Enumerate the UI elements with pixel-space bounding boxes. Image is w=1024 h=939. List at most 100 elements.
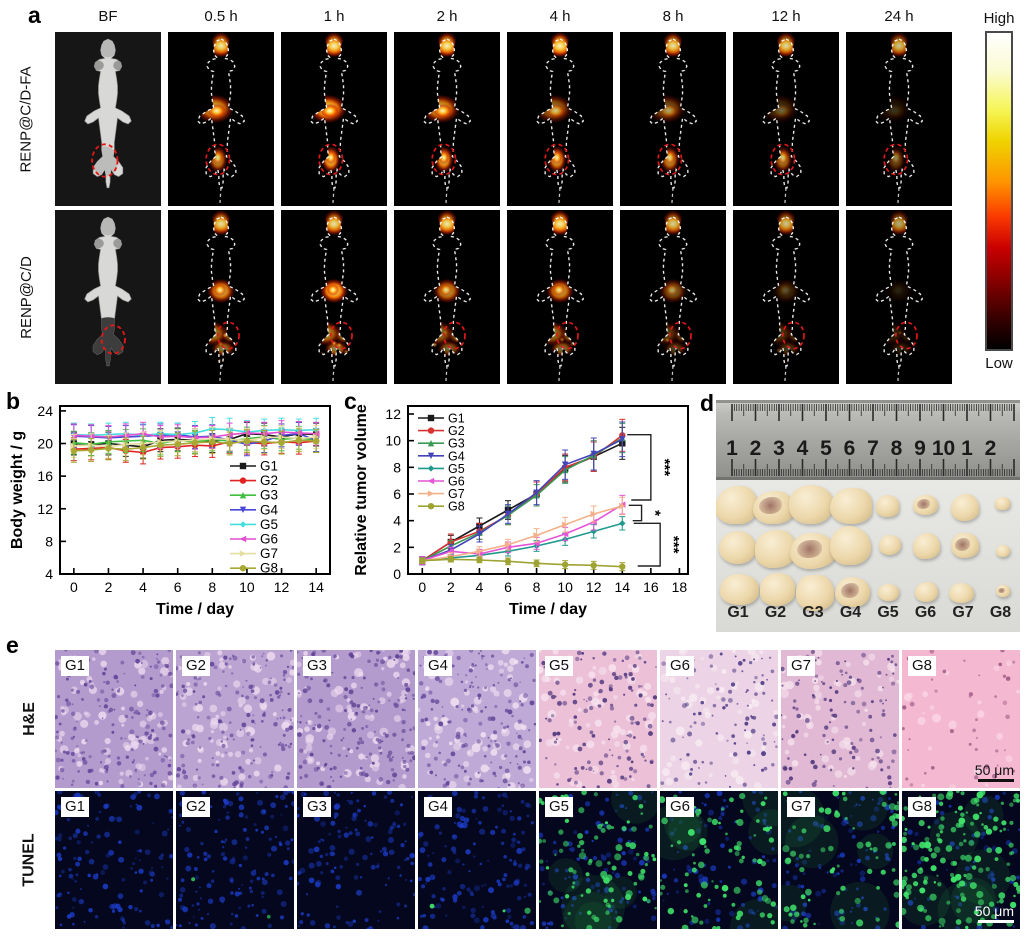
svg-text:0: 0 — [70, 579, 78, 595]
svg-text:8: 8 — [45, 533, 53, 549]
svg-text:G4: G4 — [260, 502, 279, 517]
excised-tumor — [914, 582, 939, 603]
excised-tumor — [830, 487, 872, 525]
excised-tumor — [950, 532, 979, 559]
svg-text:6: 6 — [393, 486, 401, 502]
colorbar-gradient — [985, 31, 1013, 351]
he-stain-image: G6 — [660, 650, 778, 788]
svg-text:10: 10 — [239, 579, 255, 595]
fluorescence-mouse-image — [507, 210, 613, 384]
svg-text:G1: G1 — [448, 412, 465, 426]
svg-text:*: * — [647, 510, 664, 516]
tunel-stain-image: G5 — [539, 791, 657, 929]
svg-text:24: 24 — [37, 403, 53, 419]
he-stain-image: G2 — [176, 650, 294, 788]
fluorescence-mouse-image — [620, 32, 726, 206]
svg-text:G3: G3 — [260, 488, 278, 503]
svg-text:0: 0 — [393, 566, 401, 582]
svg-text:6: 6 — [174, 579, 182, 595]
tumor-group-label: G7 — [952, 604, 974, 621]
svg-text:4: 4 — [45, 566, 53, 582]
colorbar-low-label: Low — [985, 355, 1013, 372]
svg-text:5: 5 — [820, 437, 832, 460]
svg-text:16: 16 — [643, 579, 659, 595]
svg-text:7: 7 — [867, 437, 879, 460]
svg-text:6: 6 — [504, 579, 512, 595]
svg-text:2: 2 — [447, 579, 455, 595]
histology-group-label: G4 — [424, 797, 453, 817]
excised-tumor — [912, 532, 940, 560]
histology-group-label: G1 — [61, 797, 90, 817]
svg-text:3: 3 — [773, 437, 785, 460]
ruler: 1 2 3 4 5 6 7 8 9 10 1 2 — [716, 400, 1020, 480]
svg-text:G4: G4 — [448, 449, 465, 463]
histology-group-label: G3 — [303, 797, 332, 817]
svg-text:8: 8 — [393, 459, 401, 475]
he-stain-image: G3 — [297, 650, 415, 788]
svg-text:2: 2 — [105, 579, 113, 595]
timepoint-header: 1 h — [323, 8, 345, 25]
fluorescence-mouse-image — [846, 32, 952, 206]
svg-text:4: 4 — [139, 579, 147, 595]
scale-bar: 50 μm — [975, 762, 1014, 784]
scale-bar: 50 μm — [975, 903, 1014, 925]
svg-text:10: 10 — [557, 579, 573, 595]
timepoint-header: 24 h — [884, 8, 914, 25]
svg-text:9: 9 — [914, 437, 926, 460]
svg-text:4: 4 — [476, 579, 484, 595]
fluorescence-mouse-image — [733, 32, 839, 206]
group-row-label: RENP@C/D — [17, 255, 35, 339]
svg-text:G2: G2 — [260, 473, 278, 488]
fluorescence-mouse-image — [168, 210, 274, 384]
histology-group-label: G6 — [666, 797, 695, 817]
histology-group-label: G3 — [303, 656, 332, 676]
excised-tumor — [949, 582, 975, 603]
fluorescence-mouse-image — [168, 32, 274, 206]
svg-text:Time / day: Time / day — [156, 601, 234, 618]
svg-text:***: *** — [665, 536, 682, 554]
svg-text:10: 10 — [932, 437, 955, 460]
tumor-group-label: G3 — [802, 604, 824, 621]
svg-text:G3: G3 — [448, 437, 465, 451]
excised-tumor — [994, 497, 1011, 510]
tumor-group-label: G4 — [839, 604, 862, 621]
svg-text:1: 1 — [961, 437, 973, 460]
svg-text:G5: G5 — [260, 517, 278, 532]
svg-text:12: 12 — [385, 406, 401, 422]
svg-text:2: 2 — [393, 539, 401, 555]
excised-tumor — [752, 490, 795, 525]
tumor-group-label: G1 — [727, 604, 749, 621]
svg-text:0: 0 — [418, 579, 426, 595]
excised-tumor — [878, 584, 900, 602]
timepoint-header: 4 h — [549, 8, 571, 25]
excised-tumor — [790, 532, 836, 570]
histology-group-label: G4 — [424, 656, 453, 676]
svg-text:14: 14 — [308, 579, 324, 595]
histology-group-label: G8 — [908, 797, 937, 817]
svg-text:G7: G7 — [260, 546, 278, 561]
svg-text:1: 1 — [726, 437, 738, 460]
tunel-stain-image: G1 — [55, 791, 173, 929]
fluorescence-mouse-image — [394, 210, 500, 384]
tumor-group-label: G8 — [989, 604, 1012, 621]
svg-text:G2: G2 — [448, 424, 465, 438]
he-stain-image: G5 — [539, 650, 657, 788]
svg-text:10: 10 — [385, 433, 401, 449]
svg-text:G1: G1 — [260, 459, 278, 474]
tumor-volume-chart: 0 2 4 6 8 10 12 14 16 18 0 2 4 6 8 10 12 Time / day Relati… — [353, 404, 689, 618]
colorbar-high-label: High — [983, 10, 1015, 27]
svg-text:Time / day: Time / day — [509, 601, 587, 618]
excised-tumor — [754, 529, 797, 568]
excised-tumor — [716, 485, 758, 524]
panel-e-label: e — [6, 632, 19, 658]
svg-text:16: 16 — [37, 468, 53, 484]
svg-text:12: 12 — [586, 579, 602, 595]
timepoint-header: BF — [98, 8, 118, 25]
panel-d-label: d — [700, 390, 715, 416]
svg-text:G6: G6 — [260, 532, 278, 547]
excised-tumor — [789, 484, 834, 525]
excised-tumor — [829, 526, 872, 565]
fluorescence-mouse-image — [733, 210, 839, 384]
